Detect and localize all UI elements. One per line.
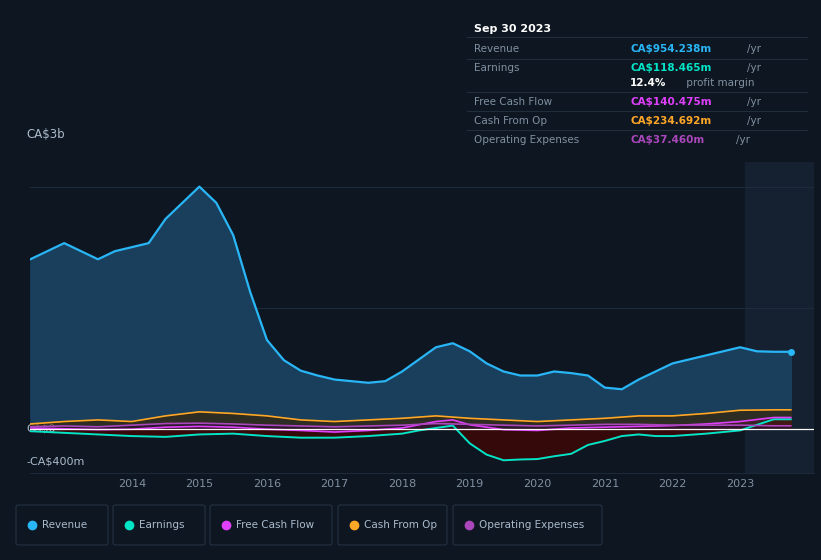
Text: CA$234.692m: CA$234.692m: [630, 116, 711, 126]
Text: /yr: /yr: [747, 44, 761, 54]
Bar: [745, 162, 814, 473]
Text: Operating Expenses: Operating Expenses: [479, 520, 585, 530]
FancyBboxPatch shape: [338, 505, 447, 545]
Text: CA$0: CA$0: [26, 424, 56, 434]
Text: Earnings: Earnings: [139, 520, 185, 530]
Text: CA$118.465m: CA$118.465m: [630, 63, 711, 73]
Text: /yr: /yr: [747, 97, 761, 107]
FancyBboxPatch shape: [210, 505, 332, 545]
Text: profit margin: profit margin: [683, 78, 754, 88]
Text: CA$954.238m: CA$954.238m: [630, 44, 711, 54]
FancyBboxPatch shape: [113, 505, 205, 545]
Text: Operating Expenses: Operating Expenses: [474, 135, 579, 145]
Text: CA$140.475m: CA$140.475m: [630, 97, 712, 107]
Text: Earnings: Earnings: [474, 63, 520, 73]
Text: Free Cash Flow: Free Cash Flow: [474, 97, 552, 107]
Text: Free Cash Flow: Free Cash Flow: [236, 520, 314, 530]
FancyBboxPatch shape: [453, 505, 602, 545]
Text: /yr: /yr: [747, 116, 761, 126]
Text: Cash From Op: Cash From Op: [364, 520, 437, 530]
Text: Revenue: Revenue: [474, 44, 519, 54]
FancyBboxPatch shape: [16, 505, 108, 545]
Text: Cash From Op: Cash From Op: [474, 116, 547, 126]
Text: CA$3b: CA$3b: [26, 128, 65, 141]
Text: Sep 30 2023: Sep 30 2023: [474, 24, 551, 34]
Text: -CA$400m: -CA$400m: [26, 456, 85, 466]
Text: 12.4%: 12.4%: [630, 78, 667, 88]
Text: CA$37.460m: CA$37.460m: [630, 135, 704, 145]
Text: /yr: /yr: [736, 135, 750, 145]
Text: Revenue: Revenue: [42, 520, 87, 530]
Text: /yr: /yr: [747, 63, 761, 73]
